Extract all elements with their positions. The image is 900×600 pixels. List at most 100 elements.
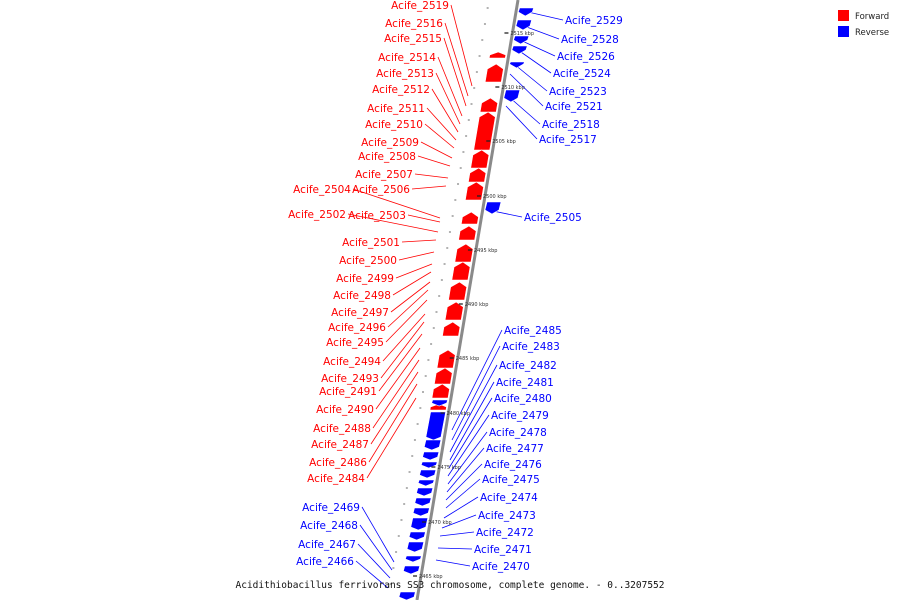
gene-label: Acife_2529: [565, 15, 623, 27]
gene-label: Acife_2485: [504, 325, 562, 337]
gene-label: Acife_2488: [313, 423, 371, 435]
gene-label: Acife_2495: [326, 337, 384, 349]
forward-gene-arrow: [444, 301, 464, 321]
legend-forward-label: Forward: [855, 12, 889, 22]
axis-tick-label: 2495 kbp: [474, 248, 498, 254]
gene-connector: [445, 478, 481, 509]
gene-connector: [372, 359, 420, 429]
gene-connector: [449, 364, 498, 453]
gene-connector: [370, 371, 419, 445]
gene-connector: [437, 547, 473, 550]
reverse-gene-arrow: [417, 479, 435, 487]
gene-connector: [450, 4, 473, 87]
reverse-gene-arrow: [422, 451, 440, 461]
gene-label: Acife_2477: [486, 443, 544, 455]
gene-connector: [448, 397, 493, 469]
legend-forward-swatch: [838, 10, 849, 21]
forward-gene-arrow: [488, 51, 507, 59]
gene-connector: [395, 263, 433, 279]
gene-label: Acife_2524: [553, 68, 611, 80]
gene-label: Acife_2517: [539, 134, 597, 146]
gene-connector: [411, 185, 447, 190]
gene-label: Acife_2466: [296, 556, 354, 568]
gene-connector: [361, 506, 395, 563]
gene-label: Acife_2499: [336, 273, 394, 285]
gene-connector: [439, 531, 475, 537]
gene-connector: [435, 72, 461, 125]
gene-connector: [398, 251, 435, 261]
gene-connector: [444, 22, 469, 97]
gene-connector: [437, 56, 463, 117]
gene-label: Acife_2486: [309, 457, 367, 469]
legend-reverse-label: Reverse: [855, 28, 889, 38]
gene-connector: [382, 313, 426, 362]
gene-label: Acife_2472: [476, 527, 534, 539]
gene-label: Acife_2518: [542, 119, 600, 131]
gene-label: Acife_2513: [376, 68, 434, 80]
gene-connector: [366, 397, 417, 479]
gene-label: Acife_2491: [319, 386, 377, 398]
gene-connector: [441, 514, 477, 529]
gene-label: Acife_2504: [293, 184, 351, 196]
axis-tick-label: 2470 kbp: [428, 520, 452, 526]
gene-connector: [417, 155, 451, 167]
forward-gene-arrow: [458, 225, 477, 241]
gene-label: Acife_2480: [494, 393, 552, 405]
reverse-gene-arrow: [403, 565, 421, 575]
forward-gene-arrow: [460, 211, 479, 225]
forward-gene-arrow: [451, 261, 471, 281]
reverse-gene-arrow: [410, 517, 429, 531]
gene-label: Acife_2502: [288, 209, 346, 221]
gene-label: Acife_2496: [328, 322, 386, 334]
gene-connector: [352, 188, 441, 219]
gene-connector: [449, 381, 495, 461]
reverse-gene-arrow: [511, 45, 528, 55]
gene-connector: [385, 299, 428, 343]
reverse-gene-arrow: [484, 201, 502, 215]
reverse-gene-arrow: [513, 35, 530, 45]
gene-label: Acife_2476: [484, 459, 542, 471]
forward-gene-arrow: [431, 383, 450, 399]
gene-label: Acife_2482: [499, 360, 557, 372]
gene-label: Acife_2468: [300, 520, 358, 532]
gene-label: Acife_2521: [545, 101, 603, 113]
gene-connector: [451, 345, 501, 441]
forward-gene-arrow: [434, 367, 453, 385]
gene-label: Acife_2506: [352, 184, 410, 196]
gene-connector: [375, 347, 421, 410]
reverse-gene-arrow: [416, 487, 434, 497]
gene-connector: [420, 141, 453, 159]
forward-gene-arrow: [442, 321, 461, 337]
gene-labels: Acife_2519 Acife_2516 Acife_2515 Acife_2514…: [288, 0, 623, 573]
gene-label: Acife_2467: [298, 539, 356, 551]
gene-connector: [368, 383, 418, 463]
reverse-gene-arrow: [406, 541, 425, 553]
gene-connector: [509, 73, 544, 107]
gene-connector: [355, 560, 389, 589]
gene-connector: [446, 447, 485, 493]
gene-label: Acife_2494: [323, 356, 381, 368]
gene-connector: [431, 88, 459, 133]
gene-connector: [447, 414, 490, 477]
forward-gene-arrow: [470, 149, 490, 169]
axis-tick-label: 2465 kbp: [419, 574, 443, 580]
gene-connector: [387, 289, 429, 328]
gene-label: Acife_2487: [311, 439, 369, 451]
gene-connector: [347, 213, 439, 233]
axis-tick-label: 2480 kbp: [446, 411, 470, 417]
gene-label: Acife_2478: [489, 427, 547, 439]
gene-label: Acife_2523: [549, 86, 607, 98]
gene-connector: [414, 173, 449, 179]
gene-connector: [424, 123, 455, 149]
gene-label: Acife_2526: [557, 51, 615, 63]
reverse-gene-arrow: [503, 89, 521, 103]
gene-connector: [435, 559, 471, 567]
gene-connector: [519, 39, 556, 57]
gene-label: Acife_2471: [474, 544, 532, 556]
reverse-gene-arrow: [425, 411, 447, 441]
gene-connector: [443, 496, 479, 519]
axis-tick-label: 2475 kbp: [437, 465, 461, 471]
gene-label: Acife_2510: [365, 119, 423, 131]
reverse-gene-arrow: [398, 591, 416, 600]
map-caption: Acidithiobacillus ferrivorans SS3 chromo…: [236, 580, 665, 591]
